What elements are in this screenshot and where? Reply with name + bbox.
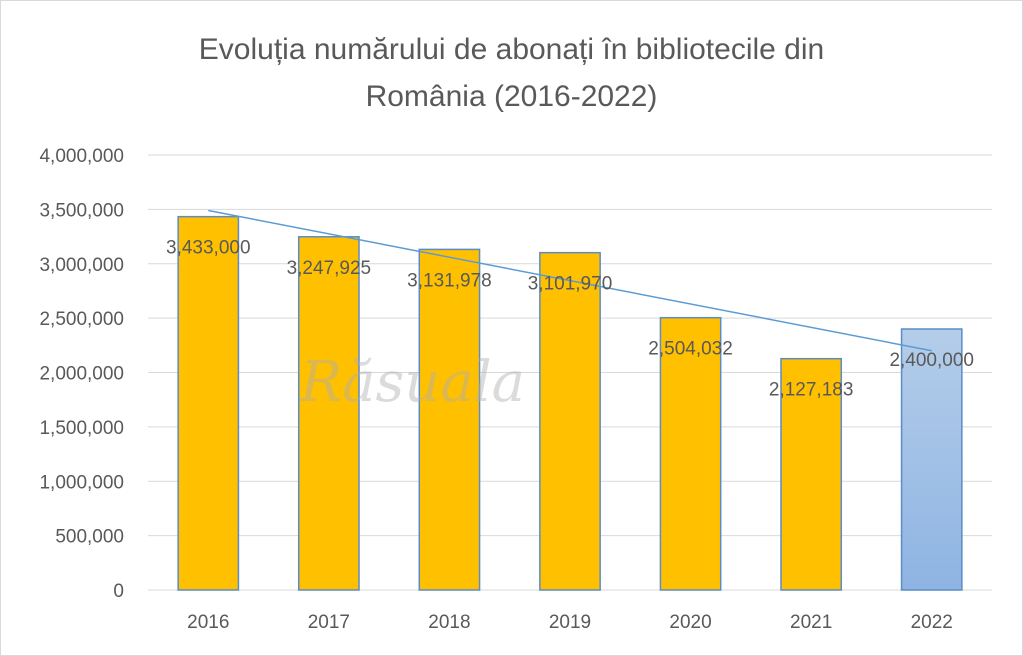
- y-tick-label: 1,500,000: [39, 418, 124, 439]
- y-tick-label: 3,500,000: [39, 200, 124, 221]
- y-tick-label: 0: [113, 581, 124, 602]
- x-tick-label: 2016: [187, 612, 229, 633]
- data-label: 2,504,032: [648, 339, 733, 360]
- x-tick-label: 2017: [308, 612, 350, 633]
- bar: [780, 357, 843, 591]
- bar: [659, 316, 722, 591]
- y-tick-label: 2,500,000: [39, 309, 124, 330]
- bar: [418, 248, 481, 591]
- y-tick-label: 1,000,000: [39, 472, 124, 493]
- y-tick-label: 3,000,000: [39, 255, 124, 276]
- y-tick-label: 4,000,000: [39, 146, 124, 167]
- chart-title-line-1: Evoluția numărului de abonați în bibliot…: [198, 33, 825, 66]
- data-label: 3,433,000: [166, 238, 251, 259]
- data-label: 2,400,000: [889, 350, 974, 371]
- bar: [539, 251, 601, 591]
- data-label: 3,101,970: [528, 274, 613, 295]
- bar-projected: [900, 328, 963, 591]
- chart-title-line-2: România (2016-2022): [365, 80, 658, 113]
- x-tick-label: 2018: [428, 612, 470, 633]
- x-tick-label: 2020: [669, 612, 711, 633]
- y-tick-label: 2,000,000: [39, 364, 124, 385]
- x-tick-label: 2021: [790, 612, 832, 633]
- data-label: 3,131,978: [407, 270, 492, 291]
- x-tick-label: 2022: [911, 612, 953, 633]
- x-tick-label: 2019: [549, 612, 591, 633]
- data-label: 2,127,183: [769, 380, 854, 401]
- trendline: [208, 209, 932, 352]
- data-label: 3,247,925: [287, 258, 372, 279]
- chart-title: Evoluția numărului de abonați în bibliot…: [0, 26, 1023, 120]
- bar: [177, 215, 240, 591]
- bar: [297, 236, 360, 591]
- y-tick-label: 500,000: [55, 527, 124, 548]
